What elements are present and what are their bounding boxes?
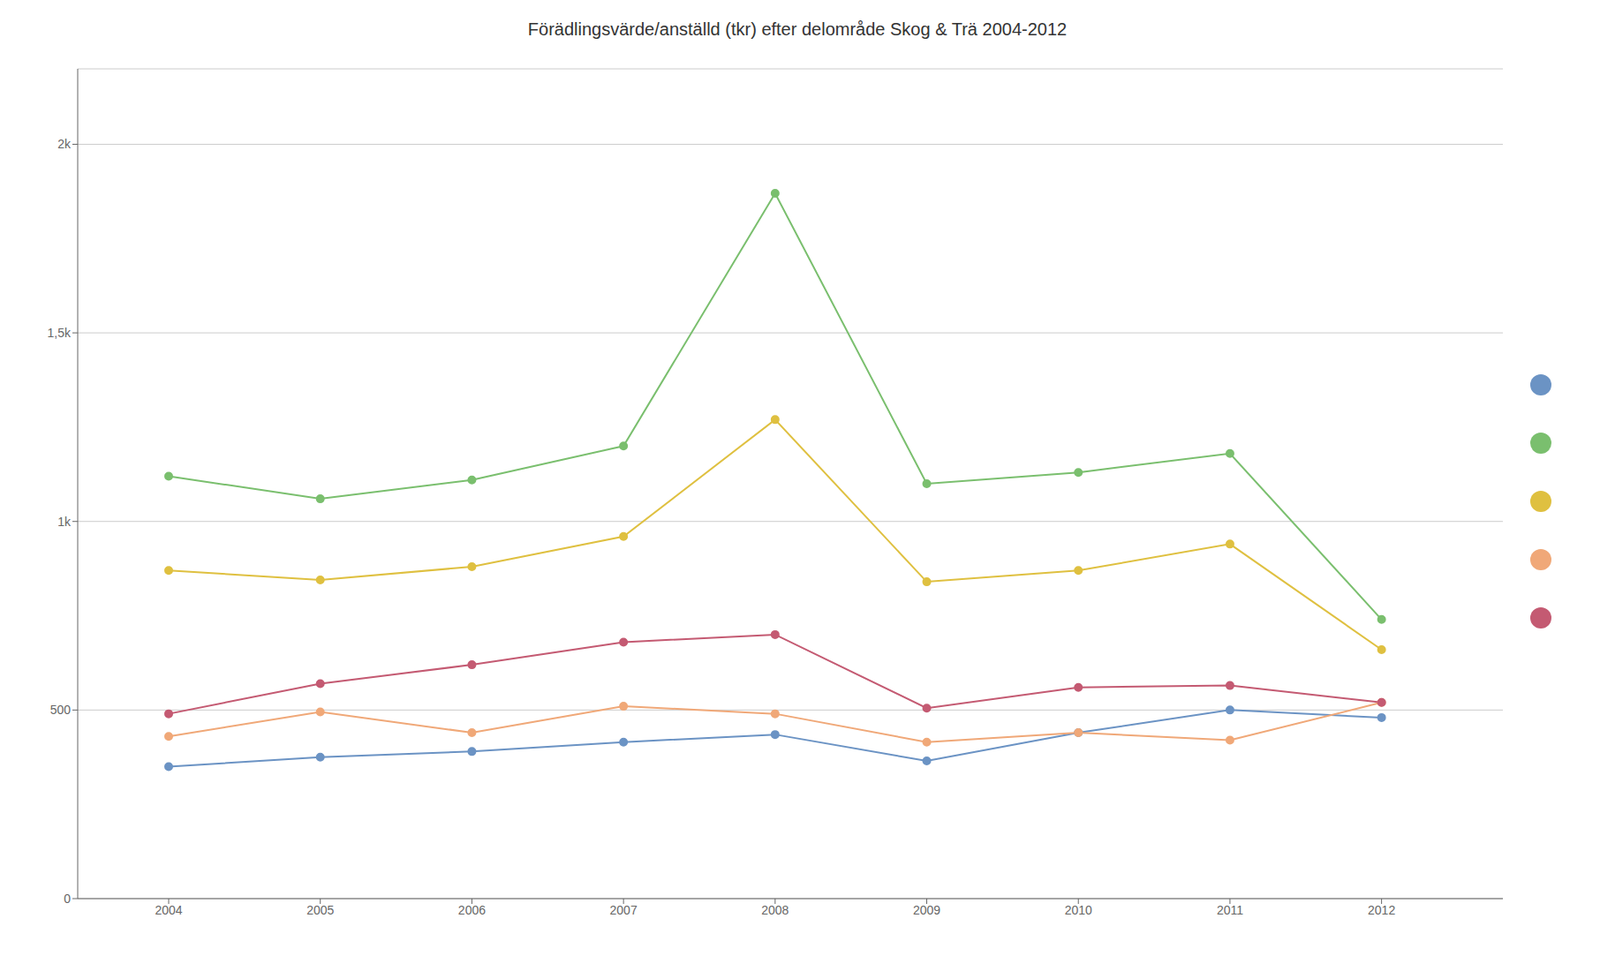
svg-text:2006: 2006: [458, 903, 486, 918]
html-text:Förädlingsvärde/anställd (tkr): Förädlingsvärde/anställd (tkr) efter del…: [527, 19, 1067, 39]
svg-text:2007: 2007: [610, 903, 638, 918]
svg-text:0: 0: [63, 891, 71, 906]
svg-text:1k: 1k: [57, 514, 72, 529]
svg-text:2009: 2009: [913, 903, 941, 918]
svg-text:2k: 2k: [57, 136, 72, 151]
svg-text:2010: 2010: [1064, 903, 1093, 918]
svg-text:500: 500: [50, 702, 72, 717]
svg-text:1,5k: 1,5k: [47, 325, 72, 340]
svg-text:2004: 2004: [154, 903, 182, 918]
svg-text:2011: 2011: [1216, 903, 1244, 918]
svg-text:2012: 2012: [1367, 903, 1396, 918]
svg-text:2005: 2005: [306, 903, 334, 918]
svg-text:2008: 2008: [761, 903, 789, 918]
